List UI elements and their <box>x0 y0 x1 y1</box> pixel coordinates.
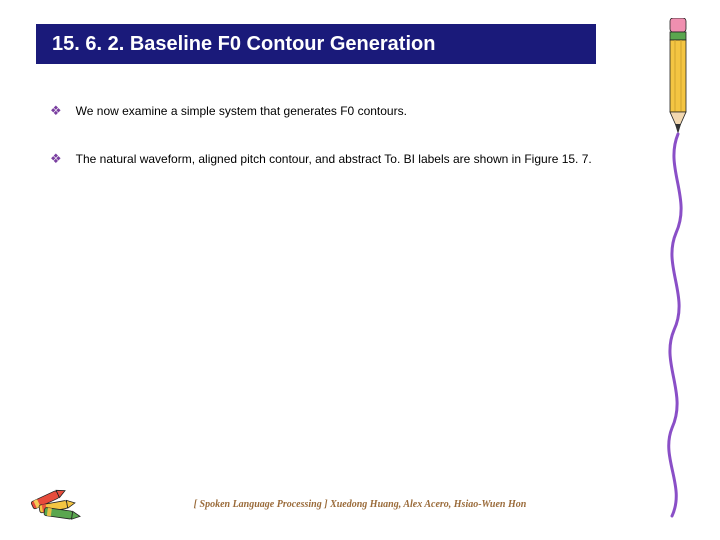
diamond-icon: ❖ <box>50 102 62 120</box>
footer-citation: [ Spoken Language Processing ] Xuedong H… <box>0 499 720 510</box>
pencil-icon <box>644 18 704 518</box>
bullet-row: ❖ The natural waveform, aligned pitch co… <box>50 150 650 168</box>
slide-title-bar: 15. 6. 2. Baseline F0 Contour Generation <box>36 24 596 64</box>
bullet-text: We now examine a simple system that gene… <box>76 102 407 120</box>
bullet-row: ❖ We now examine a simple system that ge… <box>50 102 650 120</box>
crayons-icon <box>24 467 94 522</box>
diamond-icon: ❖ <box>50 150 62 168</box>
slide-title: 15. 6. 2. Baseline F0 Contour Generation <box>52 33 435 56</box>
bullet-text: The natural waveform, aligned pitch cont… <box>76 150 592 168</box>
